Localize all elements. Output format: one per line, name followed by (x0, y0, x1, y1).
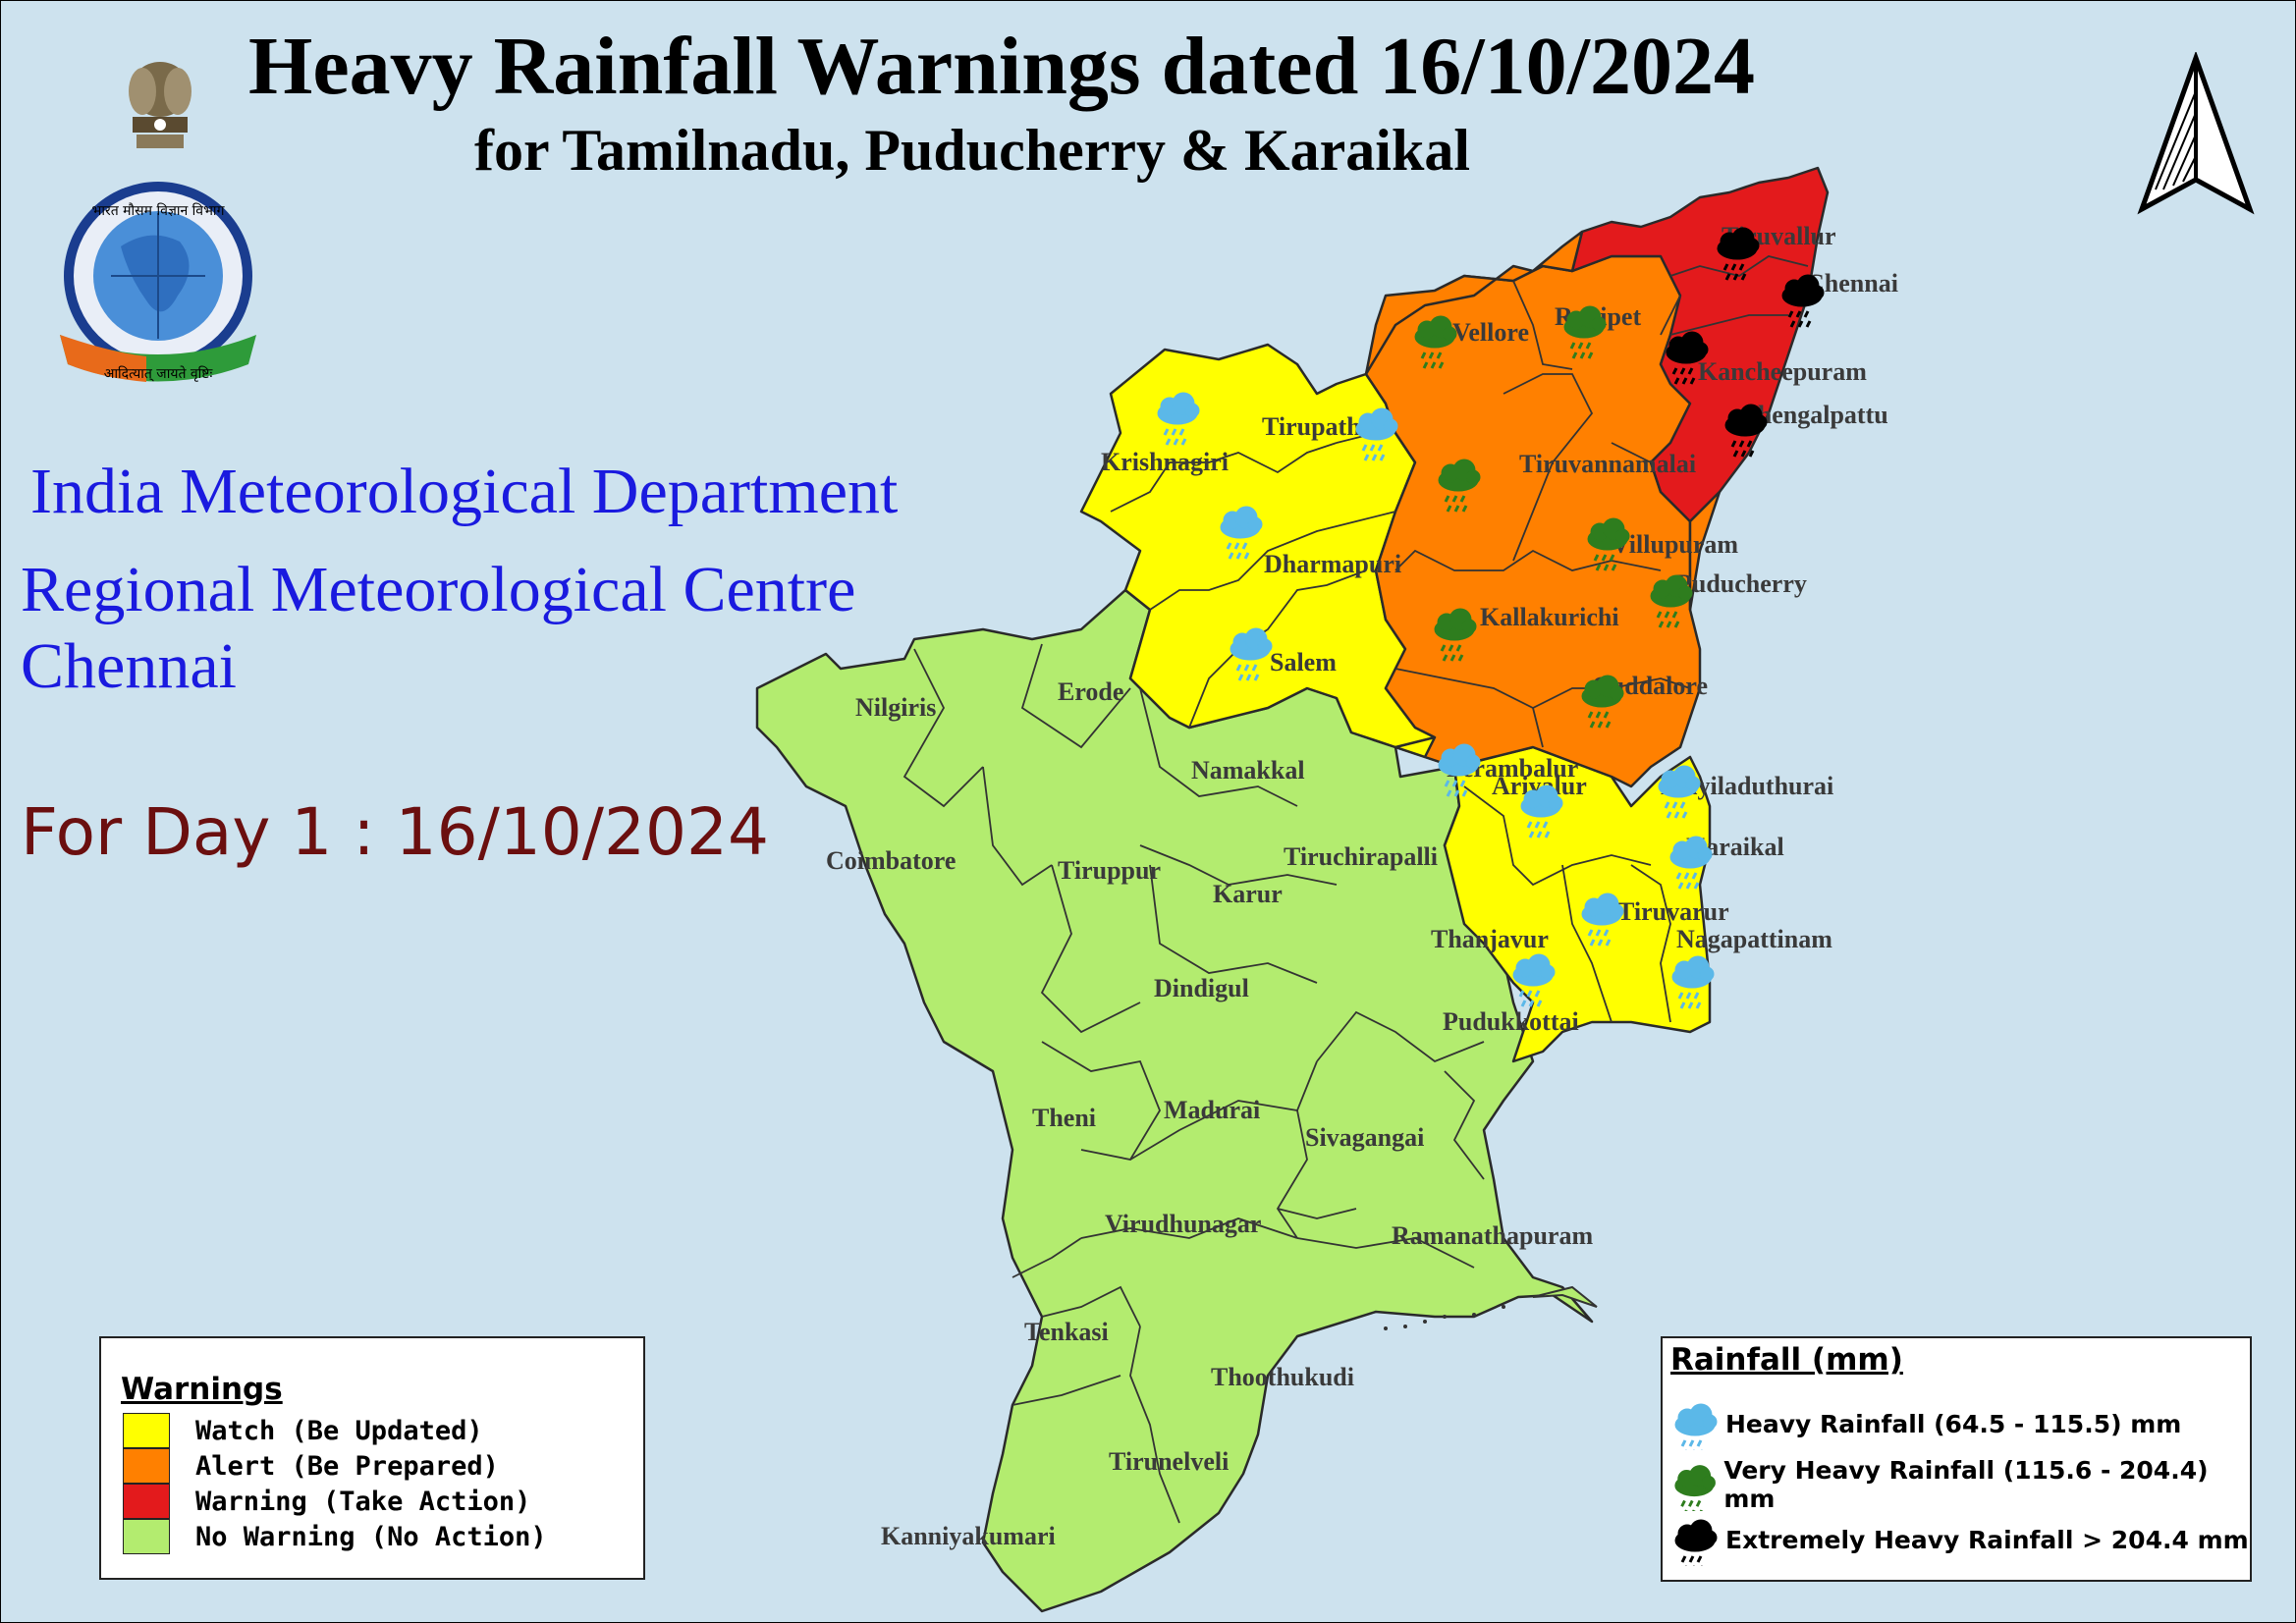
district-label-coimbatore: Coimbatore (826, 846, 956, 875)
district-label-kancheepuram: Kancheepuram (1698, 357, 1867, 386)
district-label-erode: Erode (1058, 677, 1123, 706)
district-label-tiruchirapalli: Tiruchirapalli (1284, 842, 1438, 871)
region-watch-delta (1394, 735, 1712, 1063)
warnings-legend-title: Warnings (121, 1372, 283, 1407)
legend-item-no-warning: No Warning (No Action) (123, 1519, 547, 1554)
district-label-madurai: Madurai (1164, 1096, 1260, 1124)
green-rain-cloud-icon (1674, 1465, 1716, 1511)
north-arrow-icon (2137, 52, 2255, 215)
org-name: India Meteorological Department (30, 456, 899, 527)
org-city: Chennai (21, 630, 237, 702)
district-label-thoothukudi: Thoothukudi (1211, 1363, 1354, 1391)
light-blue-rain-cloud-icon (1674, 1403, 1718, 1450)
warning-swatch (123, 1484, 170, 1519)
district-label-ramanathapuram: Ramanathapuram (1392, 1221, 1593, 1250)
page-subtitle: for Tamilnadu, Puducherry & Karaikal (473, 118, 1471, 183)
district-label-namakkal: Namakkal (1191, 756, 1305, 784)
imd-globe-seal-icon: भारत मौसम विज्ञान विभाग आदित्यात् जायते … (60, 182, 256, 382)
district-label-puducherry: Puducherry (1676, 569, 1807, 598)
district-label-tirunelveli: Tirunelveli (1109, 1447, 1229, 1476)
region-alert-north (1364, 230, 1584, 376)
warnings-legend: Warnings Watch (Be Updated) Alert (Be Pr… (99, 1336, 645, 1580)
legend-item-very-heavy: Very Heavy Rainfall (115.6 - 204.4) mm (1670, 1456, 2250, 1513)
district-label-krishnagiri: Krishnagiri (1101, 448, 1229, 476)
district-label-dindigul: Dindigul (1154, 974, 1249, 1002)
watch-swatch (123, 1413, 170, 1448)
district-label-salem: Salem (1270, 648, 1337, 676)
ashoka-emblem-icon (129, 62, 191, 148)
district-label-tiruvarur: Tiruvarur (1617, 897, 1729, 926)
district-label-tenkasi: Tenkasi (1024, 1318, 1109, 1346)
imd-logo: भारत मौसम विज्ञान विभाग आदित्यात् जायते … (60, 62, 256, 382)
legend-item-alert: Alert (Be Prepared) (123, 1448, 499, 1484)
svg-text:भारत मौसम विज्ञान विभाग: भारत मौसम विज्ञान विभाग (92, 202, 226, 219)
district-label-nilgiris: Nilgiris (855, 693, 936, 722)
district-label-nagapattinam: Nagapattinam (1676, 925, 1832, 953)
district-label-karur: Karur (1213, 880, 1283, 908)
rainfall-legend-title: Rainfall (mm) (1670, 1342, 1903, 1378)
no-warning-swatch (123, 1519, 170, 1554)
svg-text:आदित्यात् जायते वृष्टिः: आदित्यात् जायते वृष्टिः (104, 365, 214, 382)
district-label-dharmapuri: Dharmapuri (1264, 550, 1401, 578)
page-title: Heavy Rainfall Warnings dated 16/10/2024 (248, 21, 1755, 112)
legend-item-watch: Watch (Be Updated) (123, 1413, 483, 1448)
district-label-kanniyakumari: Kanniyakumari (881, 1522, 1056, 1550)
district-label-villupuram: Villupuram (1612, 530, 1738, 559)
district-label-tiruvannamalai: Tiruvannamalai (1519, 450, 1696, 478)
legend-item-extreme: Extremely Heavy Rainfall > 204.4 mm (1670, 1513, 2249, 1566)
district-label-pudukkottai: Pudukkottai (1443, 1007, 1579, 1036)
district-label-vellore: Vellore (1452, 318, 1529, 347)
black-rain-cloud-icon (1674, 1519, 1718, 1566)
alert-swatch (123, 1448, 170, 1484)
district-label-tiruppur: Tiruppur (1058, 856, 1161, 885)
legend-item-warning: Warning (Take Action) (123, 1484, 530, 1519)
district-label-sivagangai: Sivagangai (1305, 1123, 1424, 1152)
day-label: For Day 1 : 16/10/2024 (21, 794, 769, 870)
district-label-kallakurichi: Kallakurichi (1480, 603, 1619, 631)
legend-item-heavy: Heavy Rainfall (64.5 - 115.5) mm (1670, 1397, 2181, 1450)
region-alert-coast (1688, 490, 1722, 612)
district-label-thanjavur: Thanjavur (1431, 925, 1549, 953)
district-label-virudhunagar: Virudhunagar (1105, 1210, 1261, 1238)
district-label-theni: Theni (1032, 1104, 1096, 1132)
rainfall-legend: Rainfall (mm) Heavy Rainfall (64.5 - 115… (1661, 1336, 2252, 1582)
org-centre: Regional Meteorological Centre (21, 554, 856, 625)
